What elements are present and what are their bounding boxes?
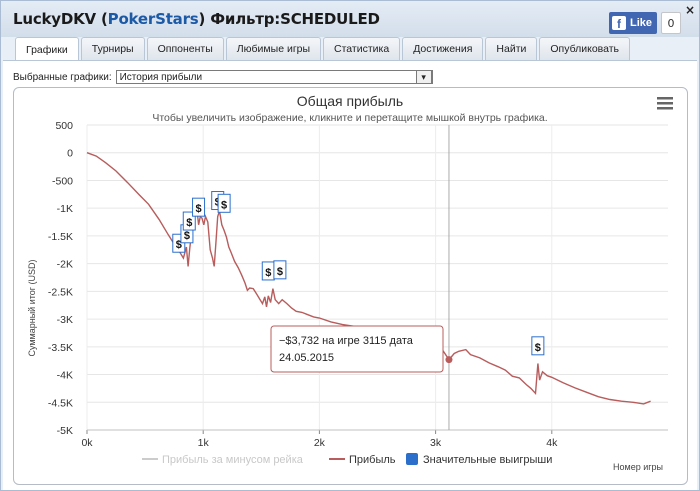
chart-grid [86, 124, 668, 434]
y-tick-label: 0 [67, 148, 73, 160]
y-tick-label: -4.5K [48, 397, 73, 409]
svg-text:$: $ [184, 230, 190, 242]
legend-item-rake[interactable]: Прибыль за минусом рейка [162, 454, 304, 466]
svg-text:$: $ [176, 239, 182, 251]
legend-item-profit[interactable]: Прибыль [349, 454, 396, 466]
hover-point [445, 356, 453, 364]
dollar-flag-icon[interactable]: $ [273, 260, 287, 280]
tab-search[interactable]: Найти [485, 37, 538, 60]
tab-publish[interactable]: Опубликовать [539, 37, 631, 60]
tab-achievements[interactable]: Достижения [402, 37, 484, 60]
svg-text:$: $ [221, 199, 227, 211]
title-filter: Фильтр:SCHEDULED [210, 10, 380, 28]
svg-text:$: $ [265, 267, 271, 279]
facebook-like-label: Like [630, 17, 653, 29]
x-tick-label: 0k [81, 437, 93, 449]
y-tick-label: -2K [57, 259, 73, 271]
tab-opponents[interactable]: Оппоненты [146, 37, 224, 60]
svg-text:$: $ [535, 342, 541, 354]
y-tick-label: -4K [57, 370, 73, 382]
facebook-icon: f [612, 16, 626, 30]
dollar-flag-icon[interactable]: $ [192, 197, 206, 217]
legend-swatch-big-wins [406, 453, 418, 465]
x-tick-label: 1k [198, 437, 210, 449]
tab-charts[interactable]: Графики [15, 37, 79, 61]
chart-selector-value: История прибыли [119, 71, 203, 83]
y-tick-label: -3.5K [48, 342, 73, 354]
chart-selector-label: Выбранные графики: [13, 71, 112, 83]
facebook-like-button[interactable]: f Like [609, 12, 658, 34]
x-tick-label: 2k [314, 437, 326, 449]
y-axis-ticks: 500 0 -500 -1K -1.5K -2K -2.5K -3K -3.5K -4K -4.5K… [48, 120, 73, 437]
close-icon[interactable]: × [685, 3, 696, 17]
x-axis-ticks: 0k 1k 2k 3k 4k [81, 437, 558, 449]
tab-bar: Графики Турниры Оппоненты Любимые игры С… [15, 37, 631, 61]
tooltip-line2: 24.05.2015 [279, 352, 334, 364]
y-tick-label: -5K [57, 425, 73, 437]
y-tick-label: -3K [57, 314, 73, 326]
chart-subtitle: Чтобы увеличить изображение, кликните и … [152, 112, 547, 124]
tooltip-line1: −$3,732 на игре 3115 дата [279, 335, 414, 347]
y-tick-label: -500 [52, 175, 73, 187]
profit-chart-frame: Общая прибыль Чтобы увеличить изображени… [13, 87, 688, 485]
tab-statistics[interactable]: Статистика [323, 37, 401, 60]
chart-title: Общая прибыль [297, 93, 403, 109]
chart-selector-dropdown[interactable]: История прибыли ▾ [115, 70, 433, 84]
y-tick-label: -1K [57, 203, 73, 215]
tooltip-box [270, 325, 444, 373]
title-player: LuckyDKV [13, 10, 96, 28]
x-axis-label: Номер игры [613, 462, 663, 472]
y-tick-label: 500 [55, 120, 73, 132]
y-tick-label: -1.5K [48, 231, 73, 243]
svg-text:$: $ [186, 217, 192, 229]
dollar-flag-icon[interactable]: $ [261, 261, 275, 281]
charts-panel: Выбранные графики: История прибыли ▾ Общ… [3, 60, 697, 490]
tab-tournaments[interactable]: Турниры [80, 37, 145, 60]
dollar-flag-icon[interactable]: $ [217, 193, 231, 213]
profit-chart[interactable]: Общая прибыль Чтобы увеличить изображени… [14, 88, 689, 486]
chevron-down-icon[interactable]: ▾ [415, 70, 432, 84]
y-axis-label: Суммарный итог (USD) [27, 259, 37, 356]
facebook-like-count: 0 [661, 12, 682, 34]
tab-favorite-games[interactable]: Любимые игры [225, 37, 322, 60]
big-wins-markers: $$$$$$$$$ [172, 191, 545, 356]
window-title: LuckyDKV (PokerStars) Фильтр:SCHEDULED [13, 10, 380, 28]
y-tick-label: -2.5K [48, 286, 73, 298]
chart-selector-row: Выбранные графики: История прибыли ▾ [13, 70, 433, 84]
title-bar: LuckyDKV (PokerStars) Фильтр:SCHEDULED f… [1, 1, 699, 37]
chart-tooltip: −$3,732 на игре 3115 дата 24.05.2015 [270, 325, 444, 373]
legend-item-big-wins[interactable]: Значительные выигрыши [423, 454, 552, 466]
title-site-link[interactable]: PokerStars [107, 10, 199, 28]
svg-text:$: $ [195, 203, 201, 215]
dollar-flag-icon[interactable]: $ [531, 336, 545, 356]
chart-legend: Прибыль за минусом рейка Прибыль Значите… [142, 453, 552, 466]
facebook-like-widget: f Like 0 [609, 12, 682, 34]
x-tick-label: 3k [430, 437, 442, 449]
svg-text:$: $ [277, 266, 283, 278]
x-tick-label: 4k [546, 437, 558, 449]
hamburger-menu-icon[interactable] [657, 97, 673, 110]
